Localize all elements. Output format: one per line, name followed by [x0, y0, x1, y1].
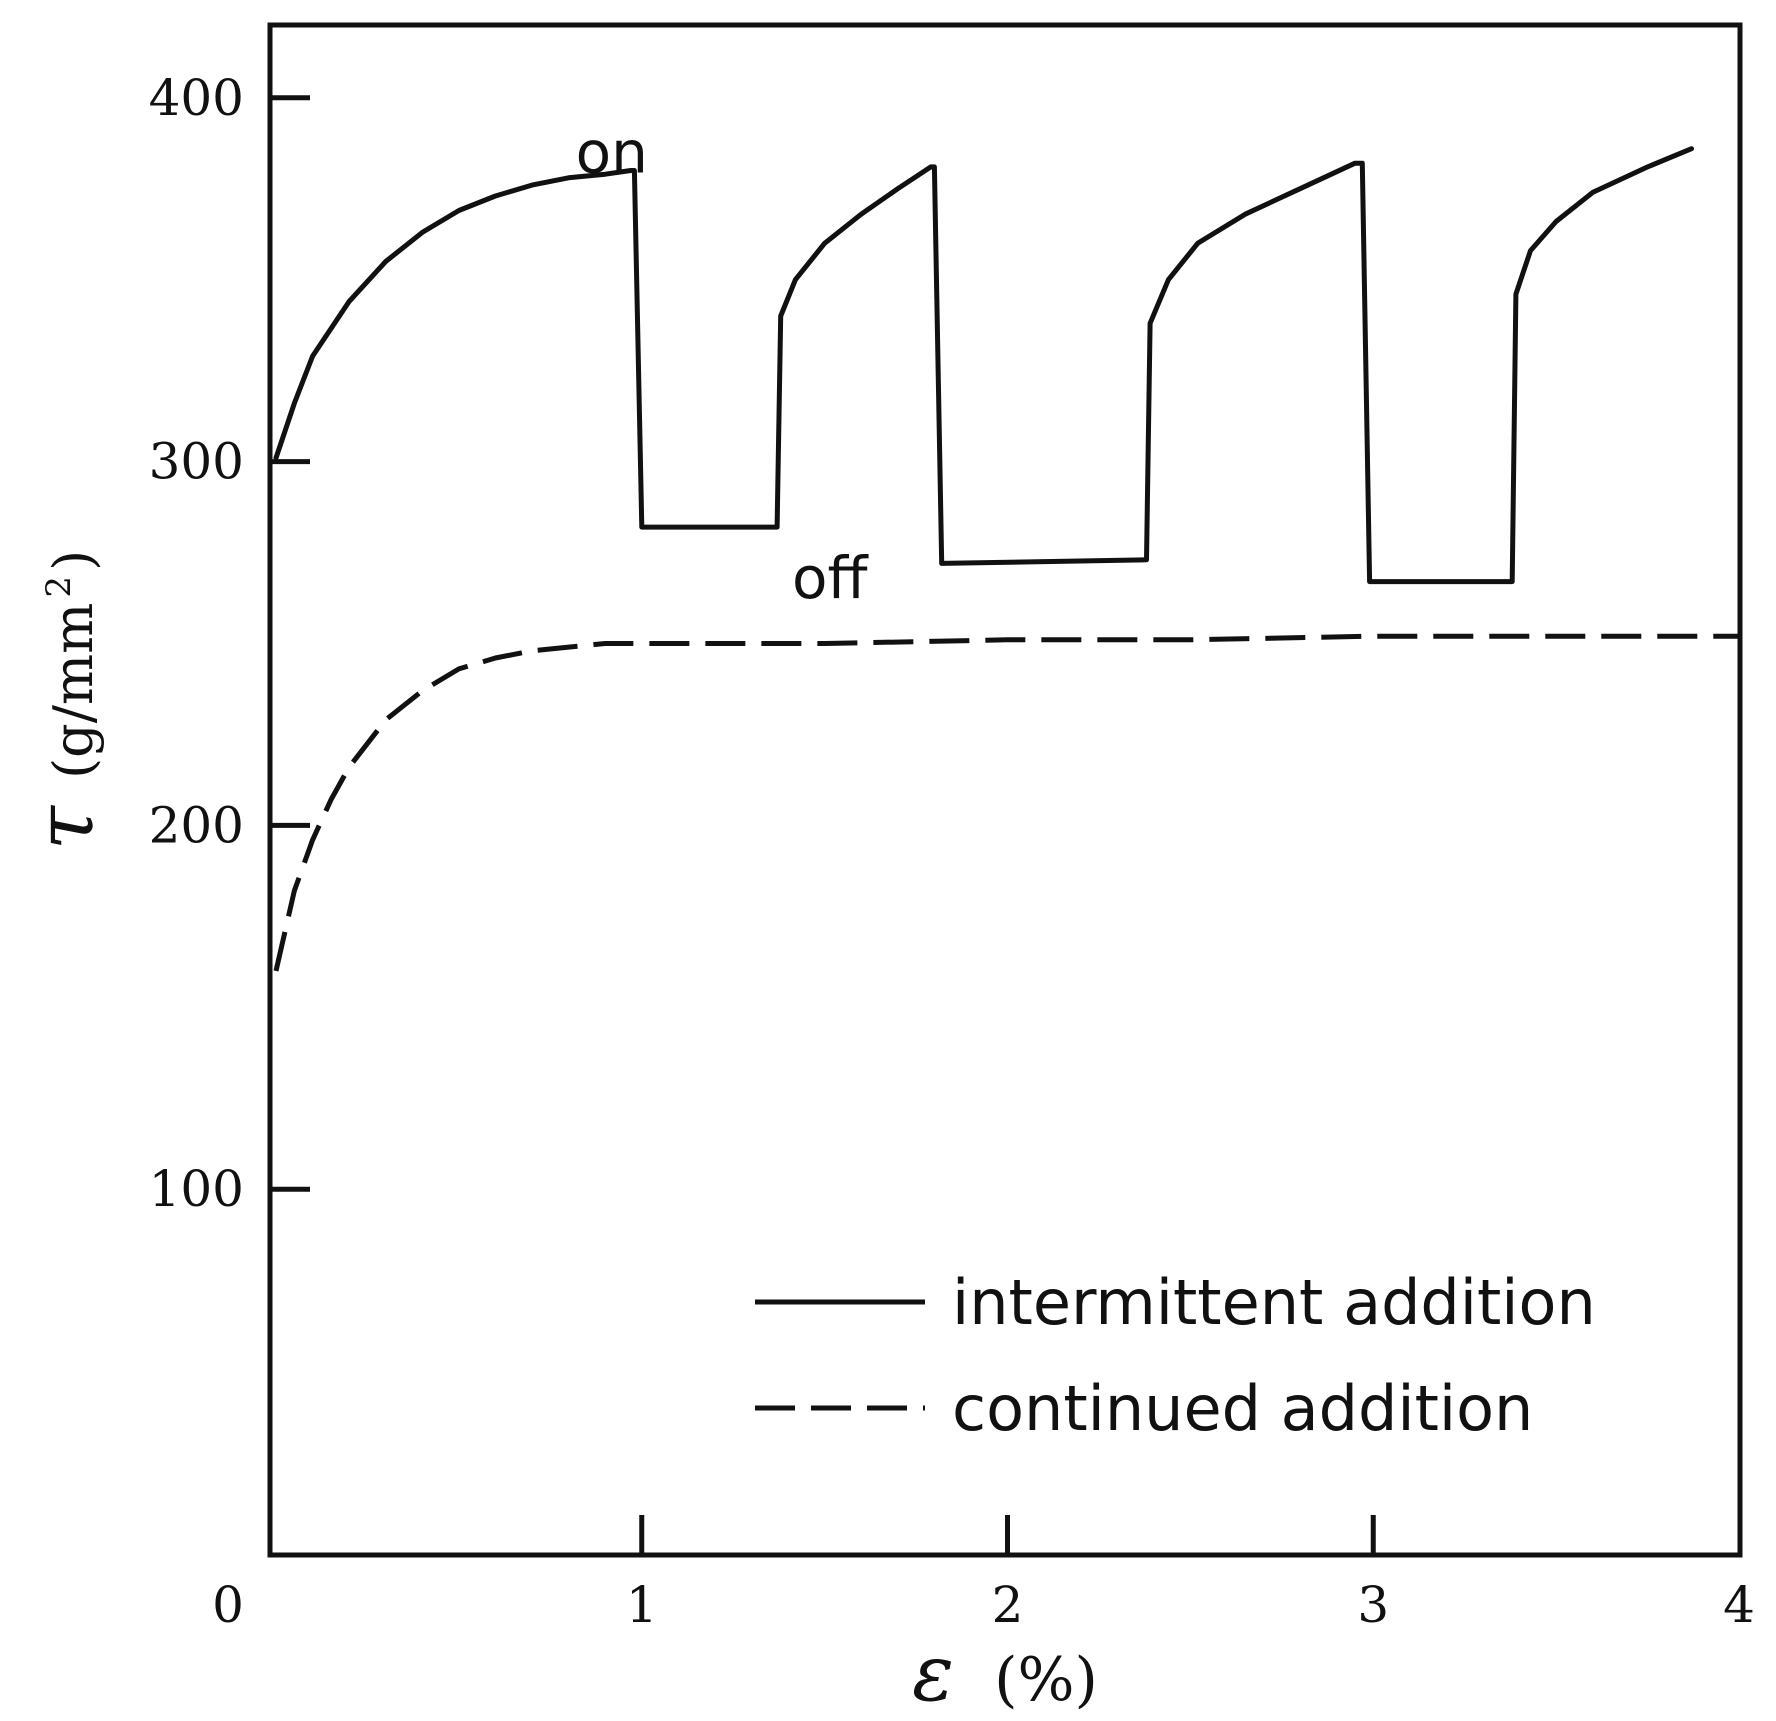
x-axis-title: ε (%) — [912, 1629, 1098, 1719]
series-line-continued — [273, 633, 1739, 972]
x-axis-unit: (%) — [994, 1645, 1098, 1715]
legend-label-continued: continued addition — [952, 1372, 1533, 1445]
series-layer — [273, 146, 1739, 972]
annotations: on off — [576, 118, 870, 612]
x-tick-label-2: 2 — [992, 1576, 1024, 1634]
legend: intermittent addition continued addition — [755, 1266, 1596, 1445]
y-tick-label-300: 300 — [149, 433, 244, 491]
x-tick-label-1: 1 — [626, 1576, 658, 1634]
x-tick-label-3: 3 — [1357, 1576, 1389, 1634]
y-axis-title: τ (g/mm 2 ) — [18, 550, 111, 851]
y-tick-label-100: 100 — [149, 1160, 244, 1218]
y-axis-unit-close: ) — [42, 550, 105, 571]
annotation-off: off — [792, 544, 869, 612]
y-axis-unit: (g/mm — [42, 603, 105, 779]
tick-labels: 100 200 300 400 1 2 3 4 — [149, 69, 1755, 1634]
y-tick-label-200: 200 — [149, 796, 244, 854]
legend-label-intermittent: intermittent addition — [952, 1266, 1596, 1339]
x-tick-label-4: 4 — [1723, 1576, 1755, 1634]
x-axis-symbol: ε — [912, 1629, 954, 1719]
y-axis-symbol: τ — [18, 804, 111, 850]
tick-marks — [270, 95, 1376, 1555]
annotation-on: on — [576, 118, 648, 186]
series-line-intermittent — [273, 146, 1694, 585]
y-tick-label-400: 400 — [149, 69, 244, 127]
origin-label: 0 — [212, 1576, 244, 1634]
y-axis-unit-sup: 2 — [39, 576, 79, 598]
